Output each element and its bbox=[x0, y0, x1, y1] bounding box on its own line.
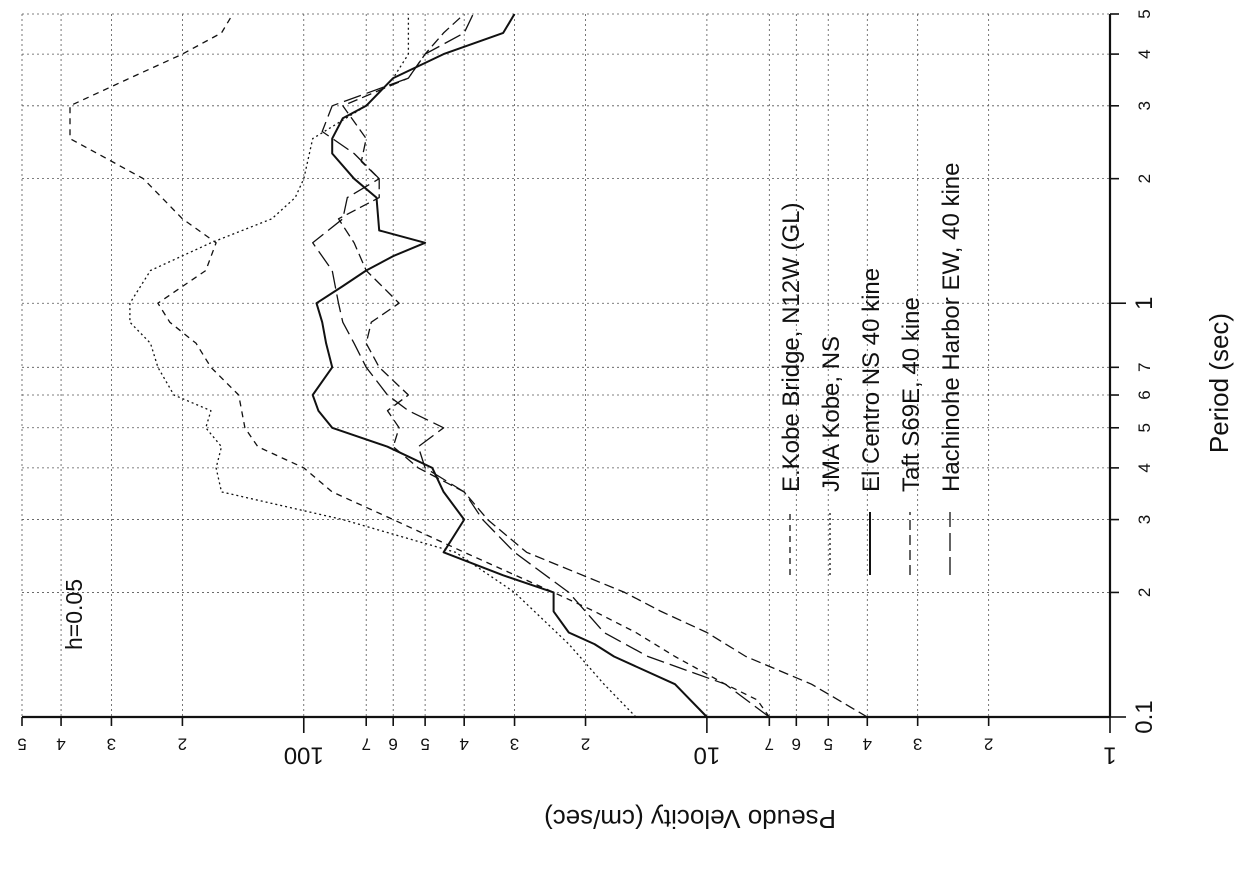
velocity-tick-label: 3 bbox=[510, 735, 519, 754]
velocity-tick-label: 1 bbox=[1103, 742, 1116, 769]
x-axis-label: Period (sec) bbox=[1204, 313, 1234, 453]
legend-label: E.Kobe Bridge, N12W (GL) bbox=[778, 203, 805, 492]
period-tick-label: 6 bbox=[1135, 390, 1154, 399]
velocity-tick-label: 5 bbox=[420, 735, 429, 754]
period-tick-label: 3 bbox=[1135, 101, 1154, 110]
y-axis-label: Pseudo Velocity (cm/sec) bbox=[544, 804, 836, 834]
velocity-tick-label: 5 bbox=[17, 735, 26, 754]
period-tick-label: 1 bbox=[1131, 297, 1158, 310]
damping-annotation: h=0.05 bbox=[61, 579, 87, 650]
period-tick-label: 7 bbox=[1135, 363, 1154, 372]
period-tick-label: 4 bbox=[1135, 49, 1154, 58]
velocity-tick-label: 2 bbox=[984, 735, 993, 754]
period-tick-label: 5 bbox=[1135, 423, 1154, 432]
legend: E.Kobe Bridge, N12W (GL) JMA Kobe, NS El C… bbox=[778, 162, 965, 575]
grid bbox=[21, 13, 1111, 718]
series-lines bbox=[69, 13, 868, 718]
series-line bbox=[129, 14, 637, 718]
velocity-tick-label: 4 bbox=[863, 735, 872, 754]
velocity-tick-label: 7 bbox=[361, 735, 370, 754]
velocity-tick-label: 6 bbox=[792, 735, 801, 754]
series-line bbox=[311, 13, 708, 718]
velocity-tick-label: 10 bbox=[694, 742, 721, 769]
x-axis-ticks: 0.1 2 3 4 5 6 7 1 2 3 4 5 bbox=[1110, 9, 1158, 734]
velocity-tick-label: 7 bbox=[765, 735, 774, 754]
series-line bbox=[337, 13, 868, 718]
velocity-tick-label: 2 bbox=[178, 735, 187, 754]
period-tick-label: 0.1 bbox=[1131, 700, 1158, 733]
velocity-tick-label: 2 bbox=[581, 735, 590, 754]
velocity-tick-label: 5 bbox=[823, 735, 832, 754]
period-tick-label: 2 bbox=[1135, 588, 1154, 597]
legend-label: El Centro NS 40 kine bbox=[858, 268, 885, 492]
velocity-tick-label: 100 bbox=[284, 742, 324, 769]
period-tick-label: 3 bbox=[1135, 515, 1154, 524]
velocity-tick-label: 4 bbox=[459, 735, 468, 754]
velocity-tick-label: 3 bbox=[107, 735, 116, 754]
velocity-tick-label: 6 bbox=[388, 735, 397, 754]
velocity-tick-label: 3 bbox=[913, 735, 922, 754]
series-line bbox=[69, 13, 770, 718]
period-tick-label: 2 bbox=[1135, 174, 1154, 183]
legend-label: Taft S69E, 40 kine bbox=[898, 297, 925, 492]
velocity-tick-label: 4 bbox=[56, 735, 65, 754]
period-tick-label: 5 bbox=[1135, 9, 1154, 18]
legend-label: JMA Kobe, NS bbox=[818, 336, 845, 492]
period-tick-label: 4 bbox=[1135, 463, 1154, 472]
series-line bbox=[312, 13, 770, 718]
plot-frame bbox=[22, 14, 1112, 719]
legend-label: Hachinohe Harbor EW, 40 kine bbox=[938, 162, 965, 492]
